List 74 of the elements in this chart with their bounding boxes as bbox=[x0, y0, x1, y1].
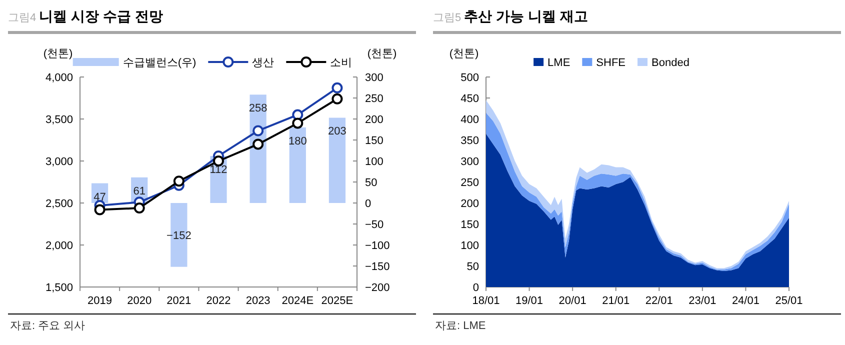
y2-tick-label: 300 bbox=[365, 72, 384, 84]
point bbox=[134, 202, 145, 214]
point bbox=[332, 82, 343, 94]
y-tick-label: 0 bbox=[472, 282, 479, 294]
bar bbox=[328, 118, 346, 203]
x-tick-label: 25/01 bbox=[775, 295, 803, 307]
y-tick-label: 250 bbox=[460, 177, 479, 189]
legend-label: 수급밸런스(우) bbox=[122, 57, 196, 69]
y-tick-label: 350 bbox=[460, 135, 479, 147]
y-axis-title: (천톤) bbox=[43, 48, 73, 60]
text: 자료: 주요 외사 bbox=[10, 320, 86, 332]
bar bbox=[289, 127, 306, 203]
legend-label: 생산 bbox=[252, 57, 274, 69]
data-label: −152 bbox=[166, 230, 192, 242]
y2-axis-title: (천톤) bbox=[367, 48, 397, 60]
y-tick-label: 500 bbox=[460, 72, 479, 84]
legend-label: SHFE bbox=[596, 57, 626, 69]
y-tick-label: 200 bbox=[460, 198, 479, 210]
x-tick-label: 23/01 bbox=[688, 295, 716, 307]
x-tick-label: 2023 bbox=[246, 295, 270, 307]
data-label: 203 bbox=[328, 126, 346, 138]
x-tick-label: 2019 bbox=[88, 295, 112, 307]
y2-tick-label: −100 bbox=[365, 240, 390, 252]
x-tick-label: 18/01 bbox=[472, 295, 500, 307]
y-tick-label: 150 bbox=[460, 219, 479, 231]
x-tick-label: 2020 bbox=[127, 295, 152, 307]
y2-tick-label: 200 bbox=[365, 114, 384, 126]
data-label: 258 bbox=[248, 102, 268, 115]
data-label: 47 bbox=[94, 191, 106, 204]
legend-label: Bonded bbox=[652, 57, 690, 69]
y-tick-label: 3,500 bbox=[45, 114, 73, 126]
y-tick-label: 100 bbox=[460, 240, 479, 252]
y-tick-label: 400 bbox=[460, 114, 479, 126]
x-tick-label: 24/01 bbox=[732, 295, 760, 307]
chart-title: 그림4 니켈 시장 수급 전망 bbox=[8, 8, 163, 24]
text: 자료: LME bbox=[435, 320, 486, 332]
x-tick-label: 19/01 bbox=[516, 295, 544, 307]
y-tick-label: 4,000 bbox=[45, 72, 73, 84]
y-tick-label: 3,000 bbox=[45, 156, 73, 168]
point bbox=[252, 125, 264, 136]
data-label: 180 bbox=[288, 135, 307, 148]
y2-tick-label: 150 bbox=[365, 135, 384, 147]
y-tick-label: 300 bbox=[460, 156, 479, 168]
y2-tick-label: 0 bbox=[365, 198, 372, 210]
x-tick-label: 2021 bbox=[166, 295, 192, 307]
chart-title: 그림5 추산 가능 니켈 재고 bbox=[433, 8, 588, 24]
point bbox=[173, 176, 184, 187]
y-tick-label: 1,500 bbox=[45, 282, 73, 294]
point bbox=[292, 109, 304, 120]
y-axis-title: (천톤) bbox=[449, 48, 479, 60]
point bbox=[94, 204, 106, 216]
y2-tick-label: 100 bbox=[365, 156, 384, 168]
data-label: 61 bbox=[133, 185, 146, 198]
point bbox=[252, 138, 264, 150]
y-tick-label: 2,500 bbox=[45, 198, 73, 210]
y2-tick-label: −200 bbox=[365, 282, 390, 294]
point bbox=[332, 93, 343, 104]
data-label: 112 bbox=[210, 164, 228, 176]
legend-label: 소비 bbox=[330, 57, 352, 69]
point bbox=[292, 118, 304, 129]
y-tick-label: 50 bbox=[466, 261, 479, 273]
x-tick-label: 2025E bbox=[321, 295, 354, 307]
y-tick-label: 450 bbox=[460, 93, 479, 105]
x-tick-label: 2024E bbox=[282, 295, 314, 307]
y2-tick-label: 250 bbox=[365, 93, 384, 105]
legend-label: LME bbox=[548, 57, 570, 69]
x-tick-label: 21/01 bbox=[602, 295, 630, 307]
x-tick-label: 20/01 bbox=[558, 295, 586, 307]
y2-tick-label: −150 bbox=[365, 261, 390, 273]
x-tick-label: 22/01 bbox=[645, 295, 673, 307]
x-tick-label: 2022 bbox=[206, 295, 231, 307]
y2-tick-label: 50 bbox=[365, 177, 378, 189]
y2-tick-label: −50 bbox=[365, 219, 384, 231]
y-tick-label: 2,000 bbox=[45, 240, 73, 252]
